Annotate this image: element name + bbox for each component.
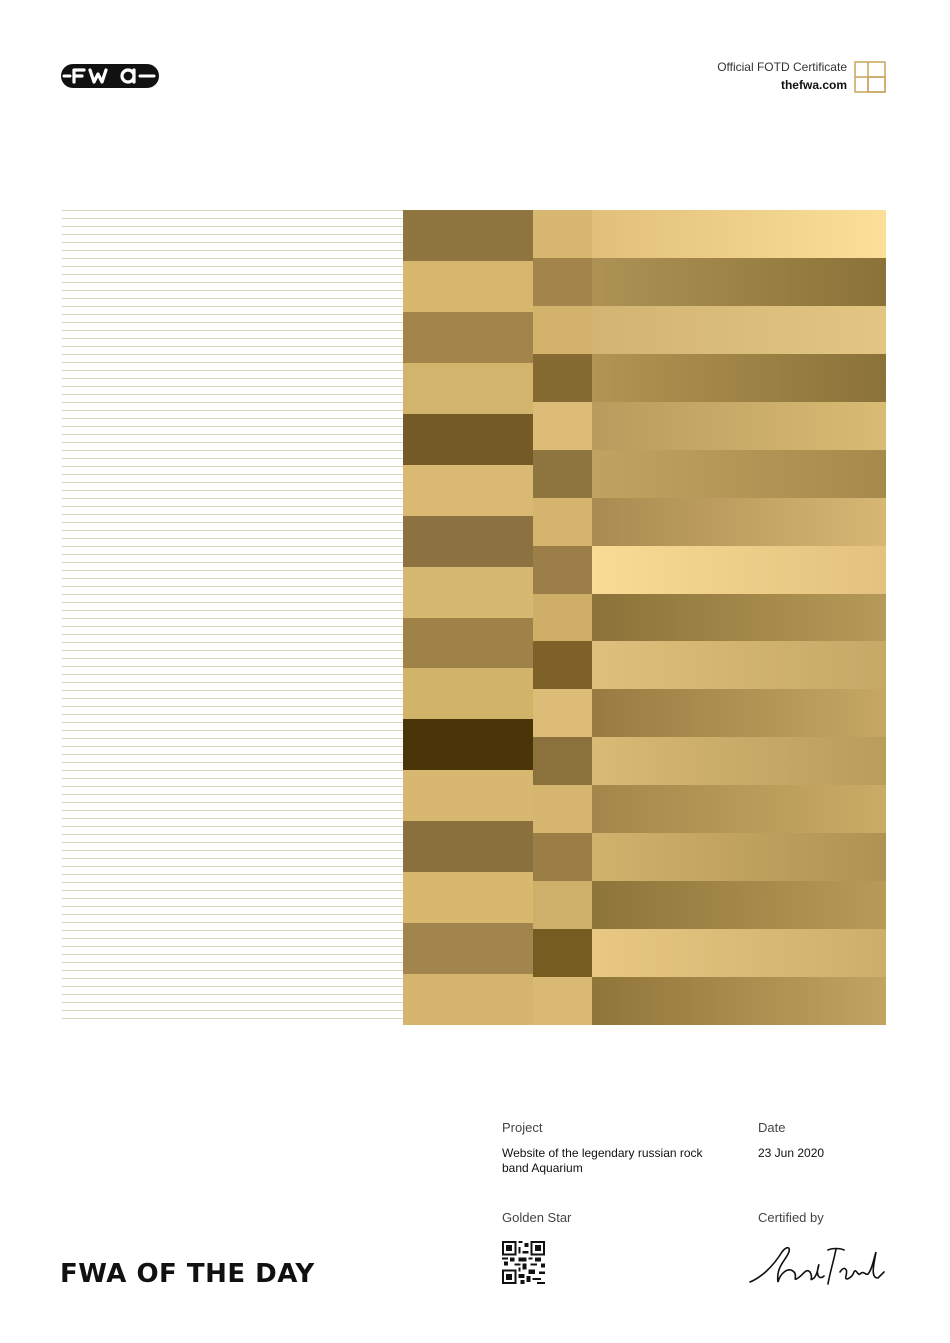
artwork-gradient-band — [592, 210, 886, 258]
qr-code-icon[interactable] — [502, 1241, 545, 1284]
artwork-column-2 — [533, 210, 592, 1025]
date-value: 23 Jun 2020 — [758, 1146, 825, 1160]
artwork-block — [533, 977, 592, 1025]
artwork-block — [403, 719, 533, 770]
artwork-block — [533, 498, 592, 546]
project-value-line-2: band Aquarium — [502, 1161, 583, 1175]
artwork-gradient-band — [592, 929, 886, 977]
artwork-gradient-band — [592, 306, 886, 354]
artwork-column-1 — [403, 210, 533, 1025]
artwork-gradient-band — [592, 641, 886, 689]
artwork-block — [533, 929, 592, 977]
page-title: FWA OF THE DAY — [60, 1259, 315, 1289]
artwork-block — [403, 261, 533, 312]
artwork-block — [403, 770, 533, 821]
artwork-block — [533, 210, 592, 258]
artwork-gradient-band — [592, 689, 886, 737]
artwork-block — [403, 312, 533, 363]
artwork-block — [403, 974, 533, 1025]
artwork-gradient-band — [592, 594, 886, 641]
artwork-block — [403, 516, 533, 567]
artwork-block — [533, 354, 592, 402]
award-artwork — [62, 210, 886, 1025]
artwork-block — [533, 641, 592, 689]
certificate-header: Official FOTD Certificate thefwa.com — [717, 58, 847, 94]
project-label: Project — [502, 1120, 543, 1135]
artwork-block — [403, 821, 533, 872]
artwork-gradient-band — [592, 354, 886, 402]
artwork-block — [533, 306, 592, 354]
artwork-block — [533, 833, 592, 881]
artwork-gradient-band — [592, 737, 886, 785]
artwork-line-pattern — [62, 210, 403, 1025]
artwork-block — [533, 402, 592, 450]
artwork-block — [403, 618, 533, 668]
artwork-block — [533, 785, 592, 833]
award-label: Golden Star — [502, 1210, 572, 1225]
artwork-block — [403, 872, 533, 923]
artwork-block — [403, 668, 533, 719]
artwork-block — [403, 363, 533, 414]
artwork-gradient-band — [592, 785, 886, 833]
artwork-block — [403, 465, 533, 516]
artwork-block — [403, 567, 533, 618]
certified-label: Certified by — [758, 1210, 824, 1225]
artwork-block — [533, 546, 592, 594]
artwork-block — [403, 923, 533, 974]
project-value: Website of the legendary russian rock ba… — [502, 1146, 732, 1176]
artwork-block — [533, 450, 592, 498]
project-value-line-1: Website of the legendary russian rock — [502, 1146, 703, 1160]
artwork-gradient-band — [592, 450, 886, 498]
artwork-gradient-band — [592, 881, 886, 929]
artwork-gradient-band — [592, 977, 886, 1025]
certificate-title: Official FOTD Certificate — [717, 60, 847, 74]
fwa-logo — [61, 64, 159, 88]
grid-square-icon — [854, 61, 886, 93]
artwork-column-3 — [592, 210, 886, 1025]
artwork-block — [533, 881, 592, 929]
artwork-gradient-band — [592, 258, 886, 306]
date-label: Date — [758, 1120, 786, 1135]
artwork-gradient-band — [592, 546, 886, 594]
artwork-block — [403, 414, 533, 465]
site-link[interactable]: thefwa.com — [780, 78, 847, 92]
artwork-block — [403, 210, 533, 261]
artwork-gradient-band — [592, 402, 886, 450]
artwork-block — [533, 594, 592, 641]
signature-image — [749, 1246, 885, 1285]
artwork-block — [533, 737, 592, 785]
artwork-block — [533, 258, 592, 306]
artwork-gradient-band — [592, 833, 886, 881]
artwork-block — [533, 689, 592, 737]
artwork-gradient-band — [592, 498, 886, 546]
